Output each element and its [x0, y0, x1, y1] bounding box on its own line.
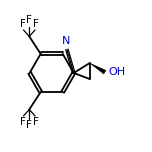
Text: F: F	[33, 117, 39, 127]
Text: F: F	[20, 19, 26, 29]
Text: F: F	[26, 16, 32, 25]
Text: OH: OH	[109, 67, 126, 77]
Text: F: F	[26, 121, 32, 130]
Polygon shape	[90, 63, 106, 74]
Text: N: N	[61, 36, 70, 46]
Text: F: F	[20, 117, 26, 127]
Text: F: F	[33, 19, 39, 29]
